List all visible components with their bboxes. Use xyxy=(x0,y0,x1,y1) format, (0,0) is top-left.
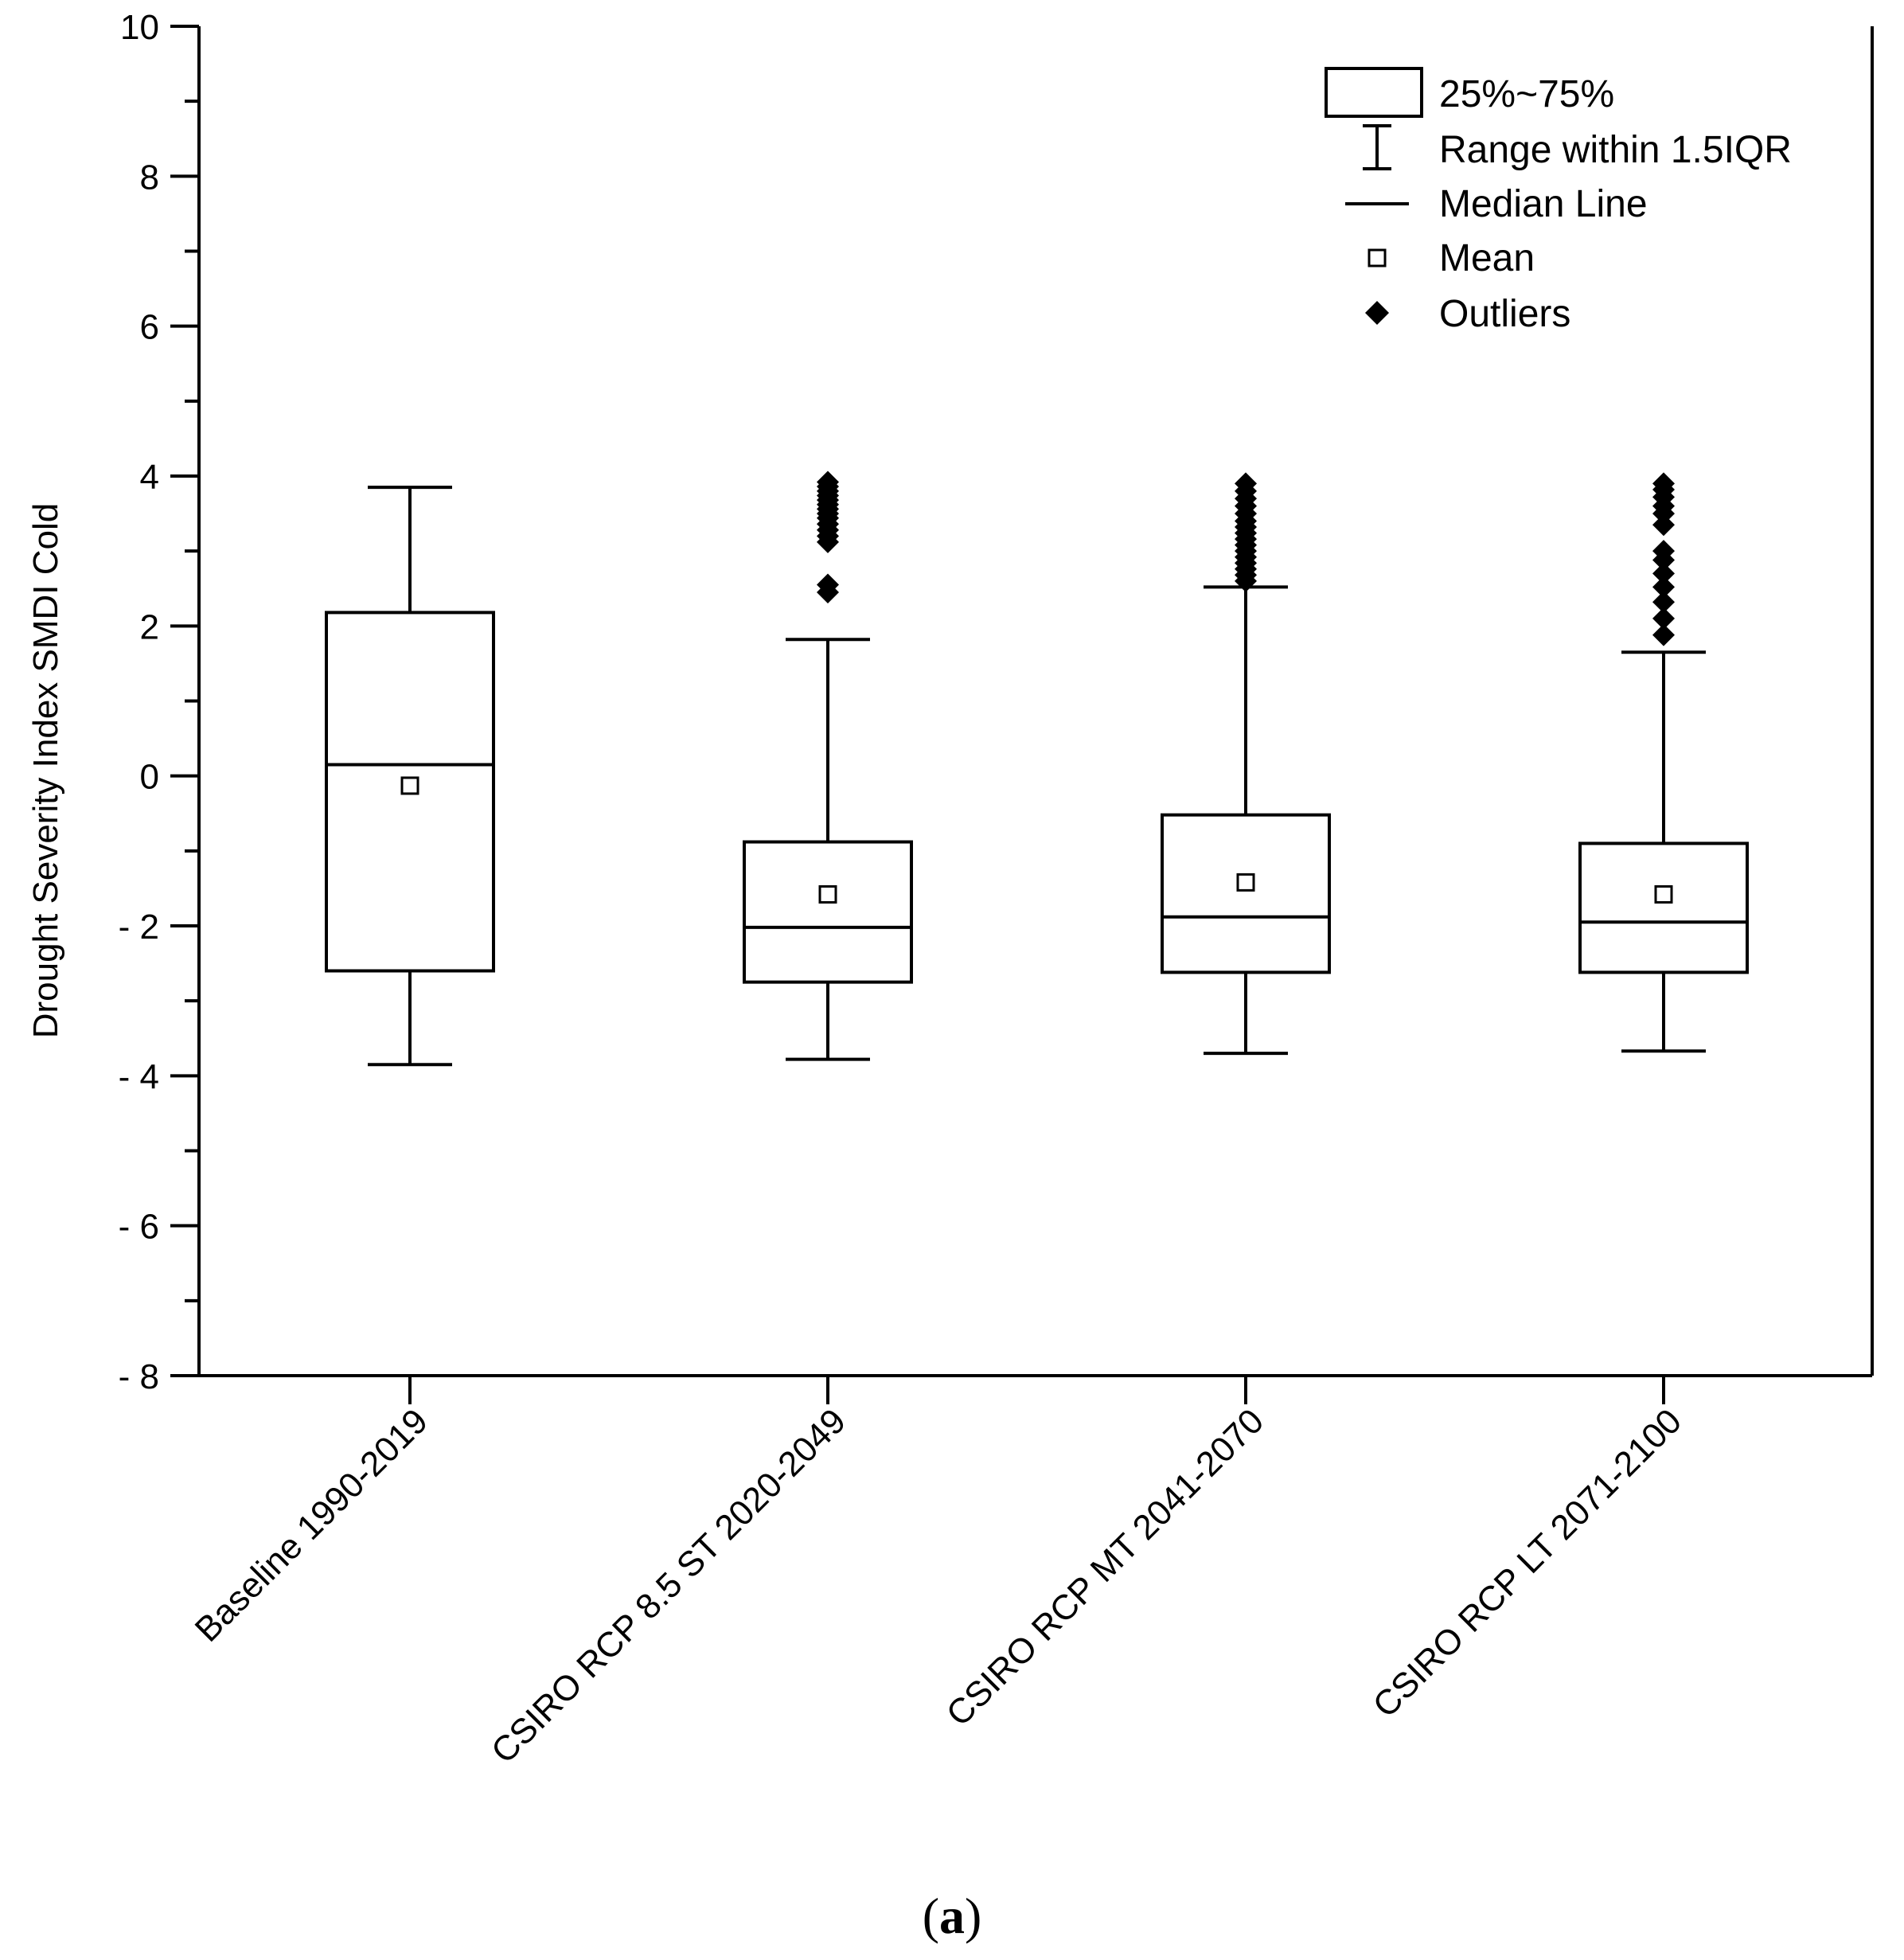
outlier-point xyxy=(1652,623,1675,646)
y-tick-label: 0 xyxy=(140,758,159,797)
y-tick-label: - 6 xyxy=(119,1208,159,1247)
y-tick-label: 2 xyxy=(140,607,159,646)
x-category-label: CSIRO RCP LT 2071-2100 xyxy=(1366,1401,1689,1724)
legend-label-median: Median Line xyxy=(1439,183,1648,225)
y-axis: - 8 - 6 - 4 - 2 0 2 4 6 8 10 xyxy=(119,8,199,1396)
outlier-point xyxy=(1652,540,1675,563)
iqr-box xyxy=(1578,841,1749,974)
x-category-label: Baseline 1990-2019 xyxy=(188,1401,435,1649)
box-group xyxy=(743,470,913,1061)
legend-label-outliers: Outliers xyxy=(1439,293,1570,335)
iqr-box xyxy=(743,840,913,984)
outlier-point xyxy=(1652,562,1675,585)
panel-label-letter: a xyxy=(939,1888,965,1944)
y-tick-label: 4 xyxy=(140,458,159,497)
box-series xyxy=(325,470,1749,1067)
box-group xyxy=(1161,472,1331,1056)
legend-whisker-swatch xyxy=(1363,124,1391,170)
mean-marker xyxy=(1654,884,1673,904)
outlier-point xyxy=(817,470,839,494)
y-axis-title: Drought Severity Index SMDI Cold xyxy=(26,503,65,1039)
outlier-point xyxy=(1235,472,1257,495)
outlier-point xyxy=(817,573,839,596)
legend-box-swatch xyxy=(1325,67,1423,118)
outlier-point xyxy=(1652,607,1675,630)
outlier-point xyxy=(1652,576,1675,599)
y-tick-label: 10 xyxy=(120,8,159,47)
y-tick-label: 8 xyxy=(140,158,159,197)
panel-label-close: ) xyxy=(965,1888,981,1944)
legend-label-range: Range within 1.5IQR xyxy=(1439,129,1792,171)
mean-marker xyxy=(1236,873,1255,892)
legend-label-mean: Mean xyxy=(1439,237,1535,279)
iqr-box xyxy=(1161,813,1331,974)
box-group xyxy=(1578,472,1749,1053)
x-category-label: CSIRO RCP 8.5 ST 2020-2049 xyxy=(484,1401,853,1771)
mean-marker xyxy=(818,884,837,904)
outlier-point xyxy=(1652,591,1675,614)
outlier-point xyxy=(1652,472,1675,495)
legend: 25%~75% Range within 1.5IQR Median Line … xyxy=(1325,67,1792,335)
legend-label-iqr: 25%~75% xyxy=(1439,73,1614,115)
mean-marker xyxy=(400,776,419,795)
outlier-point xyxy=(1652,513,1675,537)
y-tick-label: 6 xyxy=(140,308,159,347)
legend-mean-swatch xyxy=(1368,248,1387,267)
x-axis: Baseline 1990-2019 CSIRO RCP 8.5 ST 2020-… xyxy=(188,1376,1689,1771)
x-category-label: CSIRO RCP MT 2041-2070 xyxy=(939,1401,1271,1733)
panel-label: (a) xyxy=(923,1888,982,1944)
panel-label-open: ( xyxy=(923,1888,939,1944)
y-tick-label: - 8 xyxy=(119,1357,159,1396)
box-group xyxy=(325,486,495,1067)
legend-outlier-swatch xyxy=(1365,301,1389,325)
y-tick-label: - 2 xyxy=(119,908,159,947)
y-tick-label: - 4 xyxy=(119,1057,159,1096)
